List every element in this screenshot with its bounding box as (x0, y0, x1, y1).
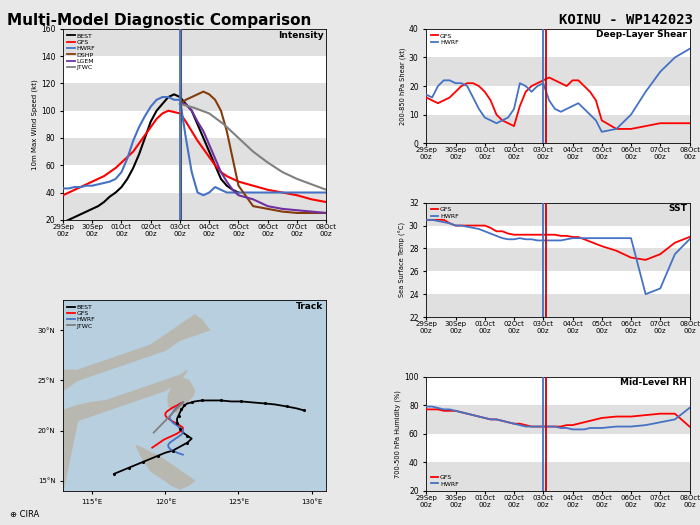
Polygon shape (63, 370, 188, 491)
Text: Multi-Model Diagnostic Comparison: Multi-Model Diagnostic Comparison (7, 13, 312, 28)
Y-axis label: 700-500 hPa Humidity (%): 700-500 hPa Humidity (%) (395, 390, 401, 478)
Point (236, 397, 247, 406)
Polygon shape (63, 300, 209, 391)
Point (138, 457, 149, 466)
Text: KOINU - WP142023: KOINU - WP142023 (559, 13, 693, 27)
Y-axis label: 200-850 hPa Shear (kt): 200-850 hPa Shear (kt) (400, 47, 406, 125)
Bar (426, 203, 690, 226)
Bar (63, 138, 326, 165)
Bar (63, 193, 326, 220)
Bar (426, 57, 690, 86)
Bar (426, 114, 690, 143)
Point (173, 411, 184, 419)
Legend: GFS, HWRF: GFS, HWRF (428, 472, 461, 489)
Point (196, 396, 207, 405)
Y-axis label: 10m Max Wind Speed (kt): 10m Max Wind Speed (kt) (32, 79, 38, 170)
Point (281, 402, 293, 411)
Legend: GFS, HWRF: GFS, HWRF (428, 205, 461, 221)
Point (216, 396, 227, 405)
Point (182, 432, 193, 440)
Text: ⊕ CIRA: ⊕ CIRA (10, 510, 40, 519)
Bar (63, 29, 326, 56)
Point (167, 446, 178, 455)
Point (172, 418, 183, 427)
Text: Deep-Layer Shear: Deep-Layer Shear (596, 30, 687, 39)
Bar (426, 248, 690, 271)
Point (153, 452, 164, 460)
Point (186, 398, 197, 407)
Point (178, 401, 190, 410)
Legend: GFS, HWRF: GFS, HWRF (428, 31, 461, 47)
Point (176, 405, 187, 414)
Point (299, 406, 310, 415)
Text: Intensity: Intensity (278, 31, 323, 40)
Polygon shape (168, 377, 195, 413)
Point (108, 469, 120, 478)
Point (174, 424, 186, 433)
Text: Track: Track (296, 302, 323, 311)
Text: Mid-Level RH: Mid-Level RH (620, 377, 687, 386)
Bar (63, 83, 326, 111)
Bar (426, 294, 690, 317)
Point (182, 438, 193, 447)
Text: SST: SST (668, 204, 687, 213)
Legend: BEST, GFS, HWRF, DSHP, LGEM, JTWC: BEST, GFS, HWRF, DSHP, LGEM, JTWC (65, 31, 98, 72)
Y-axis label: Sea Surface Temp (°C): Sea Surface Temp (°C) (399, 222, 406, 298)
Polygon shape (136, 446, 195, 489)
Point (123, 464, 134, 472)
Point (259, 399, 270, 407)
Bar (426, 405, 690, 434)
Legend: BEST, GFS, HWRF, JTWC: BEST, GFS, HWRF, JTWC (65, 302, 98, 331)
Bar (426, 463, 690, 491)
